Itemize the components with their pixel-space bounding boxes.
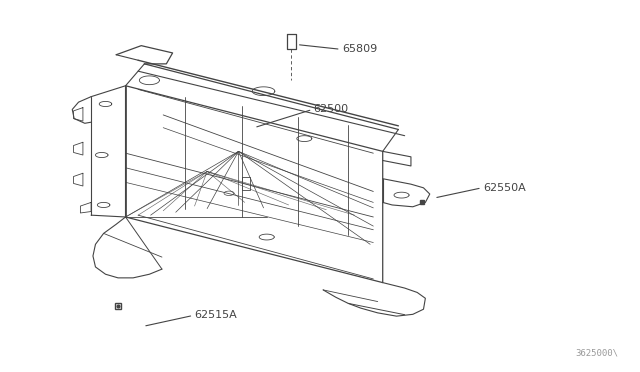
Text: 65809: 65809: [342, 44, 377, 54]
Text: 3625000\: 3625000\: [575, 348, 618, 357]
Text: 62500: 62500: [314, 105, 349, 115]
Text: 62550A: 62550A: [483, 183, 526, 193]
Text: 62515A: 62515A: [195, 310, 237, 320]
